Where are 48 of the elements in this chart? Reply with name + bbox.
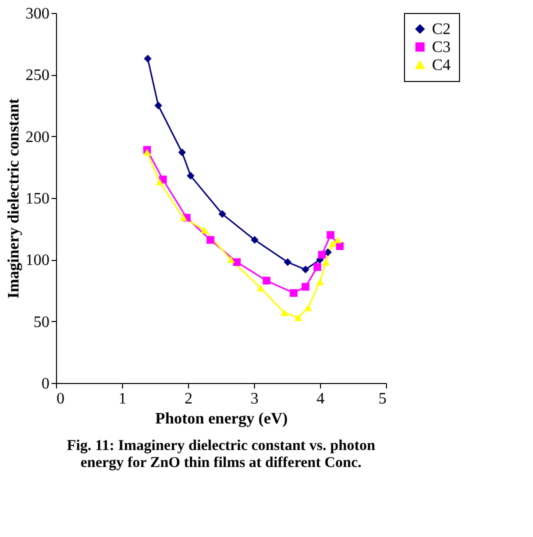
- point: [186, 172, 195, 180]
- point: [218, 210, 226, 218]
- point: [294, 314, 302, 321]
- x-tick-label: 4: [316, 390, 324, 408]
- text: Fig. 11: Imaginery dielectric constant vs. photon energy for ZnO thin films at different Conc.: [66, 438, 376, 471]
- point: [178, 148, 186, 156]
- x-tick-label: 0: [56, 390, 64, 408]
- point: [316, 278, 324, 286]
- point: [156, 178, 164, 186]
- point: [318, 250, 326, 259]
- y-tick-label: 250: [26, 67, 50, 84]
- point: [334, 236, 342, 244]
- point: [302, 282, 310, 291]
- x-tick-label: 5: [378, 390, 386, 408]
- y-tick-label: 100: [26, 252, 50, 270]
- y-tick-label: 150: [26, 190, 50, 208]
- legend-label: C2: [432, 21, 451, 38]
- x-tick-label: 2: [184, 390, 192, 408]
- point: [227, 256, 235, 264]
- x-tick-label: 1: [118, 390, 126, 408]
- point: [302, 266, 310, 274]
- x-axis-title: Photon energy (eV): [155, 410, 288, 428]
- point: [313, 263, 322, 271]
- point: [143, 149, 151, 156]
- point: [206, 236, 214, 244]
- y-tick-label: 300: [26, 6, 50, 22]
- point: [262, 276, 270, 285]
- x-tick-label: 3: [250, 390, 258, 408]
- y-axis-title: Imaginery dielectric constant: [6, 98, 22, 298]
- point: [256, 284, 264, 292]
- point: [154, 102, 162, 110]
- legend-label: C3: [432, 39, 451, 56]
- point: [290, 289, 298, 297]
- point: [180, 214, 188, 222]
- point: [250, 236, 259, 244]
- y-tick-label: 0: [42, 376, 50, 392]
- point: [284, 258, 292, 266]
- point: [328, 240, 336, 247]
- point: [144, 54, 152, 63]
- point: [280, 309, 288, 316]
- point: [200, 226, 208, 234]
- point: [326, 231, 334, 239]
- point: [322, 258, 330, 266]
- y-tick-label: 200: [26, 128, 50, 146]
- point: [232, 258, 241, 266]
- y-tick-label: 50: [34, 314, 50, 331]
- point: [304, 304, 312, 312]
- legend-label: C4: [432, 57, 451, 74]
